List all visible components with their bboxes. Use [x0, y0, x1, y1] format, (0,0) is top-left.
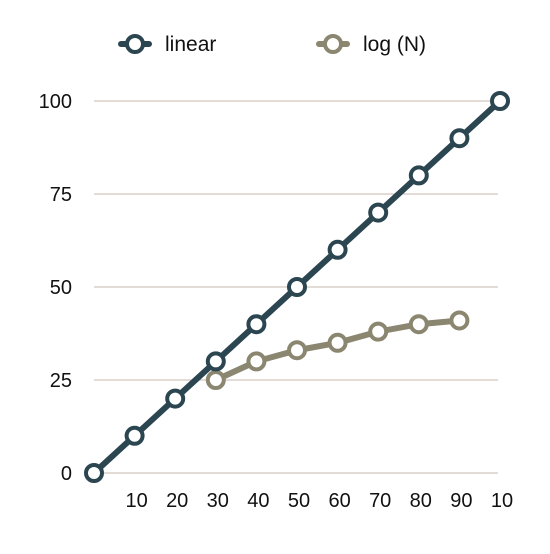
data-point	[408, 314, 429, 335]
data-point	[287, 277, 307, 297]
data-point	[327, 239, 348, 260]
y-tick-label: 50	[50, 277, 72, 299]
legend-item-0[interactable]: linear	[118, 33, 216, 56]
legend[interactable]: linear log (N)	[118, 33, 426, 56]
y-axis: 0 25 50 75 100	[39, 91, 72, 485]
x-tick-label: 40	[247, 490, 269, 512]
series	[84, 91, 510, 483]
data-point	[327, 332, 348, 353]
data-point	[287, 340, 307, 361]
data-point	[165, 388, 186, 409]
data-point	[246, 314, 267, 335]
legend-marker-icon	[125, 34, 145, 54]
data-point	[84, 463, 104, 483]
x-tick-label: 10	[491, 490, 513, 512]
x-tick-label: 70	[369, 490, 391, 512]
data-point	[408, 165, 429, 186]
x-tick-label: 90	[450, 490, 472, 512]
data-point	[490, 91, 510, 111]
data-point	[368, 202, 389, 223]
legend-item-1[interactable]: log (N)	[316, 33, 426, 56]
y-tick-label: 75	[50, 184, 72, 206]
data-point	[205, 370, 226, 390]
series-1	[205, 310, 470, 390]
data-point	[449, 310, 470, 331]
x-tick-label: 50	[288, 490, 310, 512]
x-tick-label: 20	[166, 490, 188, 512]
legend-marker-icon	[323, 34, 343, 54]
data-point	[368, 321, 389, 342]
y-tick-label: 100	[39, 91, 72, 113]
x-tick-label: 60	[328, 490, 350, 512]
data-point	[246, 351, 267, 372]
legend-label: linear	[165, 33, 216, 56]
legend-label: log (N)	[363, 33, 426, 56]
x-tick-label: 30	[207, 490, 229, 512]
data-point	[205, 351, 226, 372]
x-tick-label: 10	[125, 490, 147, 512]
series-0	[84, 91, 510, 483]
y-tick-label: 0	[61, 463, 72, 485]
y-tick-label: 25	[50, 370, 72, 392]
data-point	[124, 425, 145, 446]
x-tick-label: 80	[410, 490, 432, 512]
x-axis: 10 20 30 40 50 60 70 80 90 10	[125, 490, 513, 512]
data-point	[449, 128, 470, 149]
